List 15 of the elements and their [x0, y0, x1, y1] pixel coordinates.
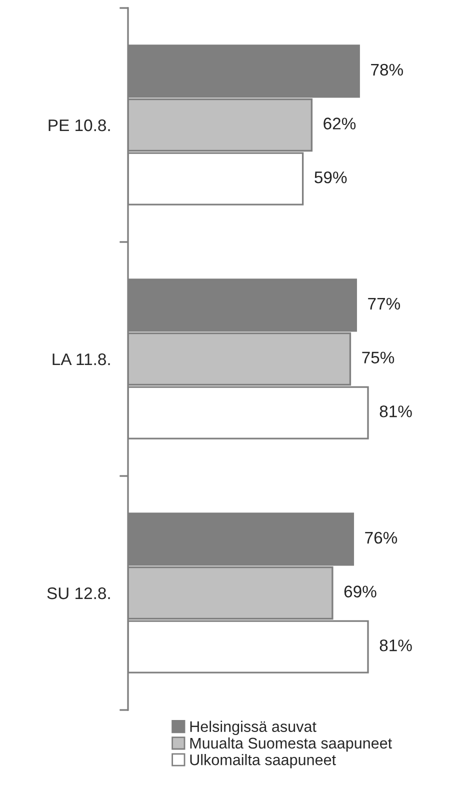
- legend-label: Ulkomailta saapuneet: [190, 754, 336, 768]
- y-tick-label: PE 10.8.: [48, 119, 110, 132]
- data-label: 78%: [371, 64, 403, 76]
- data-label: 81%: [380, 405, 412, 418]
- legend-label: Muualta Suomesta saapuneet: [190, 737, 392, 752]
- data-label: 59%: [314, 171, 347, 184]
- legend-label: Helsingissä asuvat: [190, 720, 316, 736]
- data-label: 62%: [324, 118, 356, 130]
- y-tick-label: SU 12.8.: [47, 587, 110, 600]
- data-label: 69%: [344, 586, 376, 598]
- data-label: 75%: [362, 352, 394, 364]
- data-label: 77%: [368, 298, 400, 310]
- data-label: 81%: [380, 639, 412, 652]
- data-label: 76%: [365, 532, 398, 544]
- y-tick-label: LA 11.8.: [52, 353, 110, 366]
